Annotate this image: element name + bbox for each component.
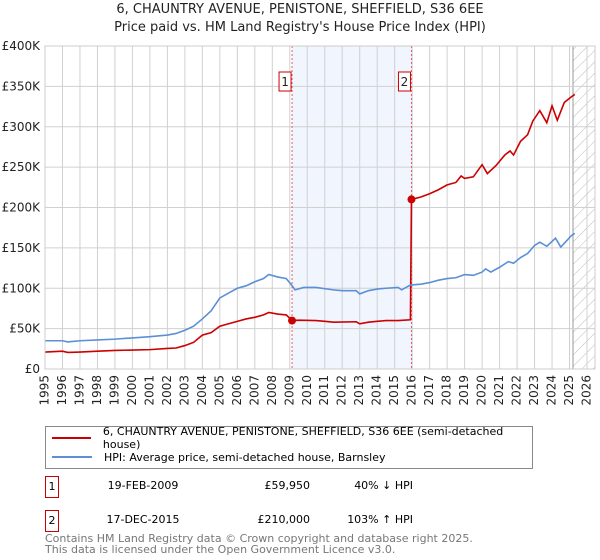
- x-tick-label: 2018: [440, 375, 454, 406]
- x-tick-label: 2014: [370, 375, 384, 406]
- x-tick-label: 2022: [510, 375, 524, 406]
- property-price-line: [44, 93, 576, 354]
- hpi-line: [45, 232, 576, 343]
- x-tick-label: 2024: [545, 375, 559, 406]
- x-tick-label: 2019: [457, 375, 471, 406]
- legend-label: HPI: Average price, semi-detached house,…: [104, 450, 386, 464]
- x-tick-label: 2002: [160, 375, 174, 406]
- y-tick-label: £100K: [2, 281, 42, 295]
- sale-point: [407, 195, 416, 204]
- x-tick-label: 2011: [317, 375, 331, 406]
- sale-marker-badge: [278, 71, 292, 92]
- transaction-hpi: 40% ↓ HPI: [354, 479, 413, 492]
- chart-title: 6, CHAUNTRY AVENUE, PENISTONE, SHEFFIELD…: [116, 2, 484, 17]
- transaction-hpi: 103% ↑ HPI: [347, 513, 413, 526]
- x-tick-label: 2026: [580, 375, 594, 406]
- transaction-date: 19-FEB-2009: [107, 479, 179, 492]
- transaction-date: 17-DEC-2015: [106, 513, 180, 526]
- y-tick-label: £0: [25, 362, 40, 376]
- sale-point: [288, 316, 297, 325]
- legend-swatch-blue: [52, 456, 92, 458]
- x-tick-label: 2010: [300, 375, 314, 406]
- x-tick-label: 1998: [90, 375, 104, 406]
- x-tick-label: 1995: [38, 375, 52, 406]
- legend-label: 6, CHAUNTRY AVENUE, PENISTONE, SHEFFIELD…: [102, 425, 504, 451]
- transaction-price: £210,000: [257, 513, 311, 526]
- chart-subtitle: Price paid vs. HM Land Registry's House …: [114, 20, 486, 35]
- x-tick-label: 2007: [247, 375, 261, 406]
- footer-licence: This data is licensed under the Open Gov…: [45, 543, 396, 556]
- x-tick-label: 2016: [405, 375, 419, 406]
- y-tick-label: £400K: [2, 39, 42, 53]
- x-tick-label: 2015: [387, 375, 401, 406]
- x-tick-label: 2020: [475, 375, 489, 406]
- x-tick-label: 2001: [142, 375, 156, 406]
- sale-marker-label: 2: [401, 75, 409, 89]
- transaction-row: 1 19-FEB-2009 £59,950 40% ↓ HPI: [45, 476, 445, 498]
- x-tick-label: 2013: [352, 375, 366, 406]
- x-tick-label: 2009: [282, 375, 296, 406]
- legend-item-property: 6, CHAUNTRY AVENUE, PENISTONE, SHEFFIELD…: [46, 425, 532, 451]
- transaction-badge: 1: [45, 476, 59, 498]
- legend-swatch-red: [52, 437, 91, 439]
- x-tick-label: 2012: [335, 375, 349, 406]
- footer-copyright: Contains HM Land Registry data © Crown c…: [45, 532, 473, 545]
- chart-plot: 1995 1996 1997 1998 1999 2000 2001 2002 2003 2004…: [2, 39, 596, 406]
- legend-item-hpi: HPI: Average price, semi-detached house,…: [46, 448, 386, 466]
- legend: 6, CHAUNTRY AVENUE, PENISTONE, SHEFFIELD…: [45, 425, 533, 469]
- x-tick-label: 2003: [177, 375, 191, 406]
- x-tick-label: 2017: [422, 375, 436, 406]
- sale-marker-badge: [397, 71, 411, 92]
- x-tick-label: 2008: [265, 375, 279, 406]
- transaction-row: 2 17-DEC-2015 £210,000 103% ↑ HPI: [45, 510, 445, 532]
- x-tick-label: 2023: [527, 375, 541, 406]
- plot-border: [44, 45, 596, 370]
- transaction-price: £59,950: [264, 479, 311, 492]
- y-tick-label: £150K: [2, 241, 42, 255]
- y-tick-label: £250K: [2, 160, 42, 174]
- y-tick-label: £50K: [9, 322, 41, 336]
- x-tick-label: 1996: [55, 375, 69, 406]
- x-tick-label: 2000: [125, 375, 139, 406]
- y-tick-label: £300K: [2, 120, 42, 134]
- x-tick-label: 2004: [195, 375, 209, 406]
- y-tick-label: £350K: [2, 79, 42, 93]
- transaction-badge: 2: [45, 510, 59, 532]
- sale-marker-label: 1: [281, 75, 289, 89]
- x-tick-label: 1999: [107, 375, 121, 406]
- x-tick-label: 1997: [72, 375, 86, 406]
- x-tick-label: 2021: [492, 375, 506, 406]
- x-tick-label: 2025: [562, 375, 576, 406]
- x-tick-label: 2005: [212, 375, 226, 406]
- y-tick-label: £200K: [2, 201, 42, 215]
- x-tick-label: 2006: [230, 375, 244, 406]
